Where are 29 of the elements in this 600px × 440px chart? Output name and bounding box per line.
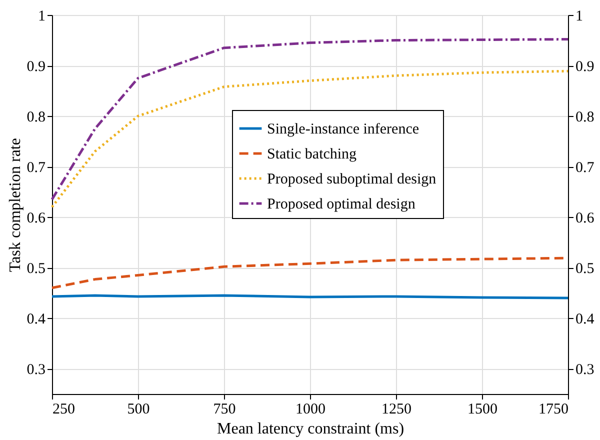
y-tick-label: 0.8: [26, 110, 46, 126]
legend-label: Static batching: [267, 146, 358, 162]
x-tick-label: 1250: [382, 402, 412, 418]
x-axis-title: Mean latency constraint (ms): [216, 420, 404, 438]
y-tick-label: 0.5: [26, 261, 46, 278]
y-axis-title: Task completion rate: [6, 138, 24, 272]
x-tick-label: 250: [52, 402, 75, 418]
y-tick-label: 0.6: [26, 210, 46, 227]
y-tick-label: 0.4: [26, 312, 46, 328]
y2-tick-label: 0.8: [576, 110, 594, 126]
legend-label: Proposed suboptimal design: [267, 172, 437, 188]
y-tick-label: 0.9: [26, 59, 46, 76]
y2-tick-label: 0.9: [576, 59, 594, 76]
legend-label: Single-instance inference: [267, 122, 420, 138]
y2-tick-label: 0.4: [576, 312, 595, 328]
x-tick-label: 1750: [538, 402, 568, 418]
y2-tick-label: 0.5: [576, 261, 594, 278]
y-tick-label: 0.3: [26, 362, 46, 378]
x-tick-label: 1500: [468, 402, 498, 418]
y2-tick-label: 0.6: [576, 210, 595, 227]
x-tick-label: 500: [127, 402, 150, 418]
y-tick-label: 1: [38, 8, 46, 24]
y2-tick-label: 1: [576, 8, 583, 24]
x-tick-label: 750: [213, 402, 236, 418]
y2-tick-label: 0.7: [576, 160, 595, 176]
legend-label: Proposed optimal design: [267, 196, 416, 212]
y-tick-label: 0.7: [26, 160, 46, 176]
y2-tick-label: 0.3: [576, 362, 594, 378]
x-tick-label: 1000: [296, 402, 326, 418]
